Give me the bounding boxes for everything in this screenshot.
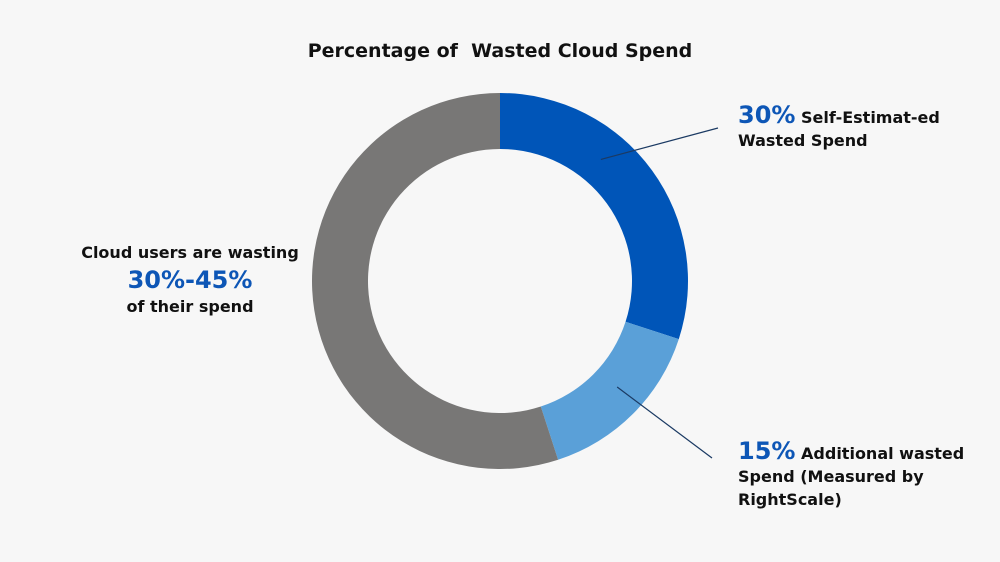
donut-slices xyxy=(311,93,688,470)
left-annotation: Cloud users are wasting 30%-45% of their… xyxy=(40,240,340,320)
left-annotation-line1: Cloud users are wasting xyxy=(81,243,299,262)
donut-slice-3 xyxy=(311,93,559,470)
slice-2-label: Additional wasted Spend (Measured by Rig… xyxy=(738,444,965,509)
left-annotation-line2: of their spend xyxy=(126,297,254,316)
leader-line-2 xyxy=(616,386,713,459)
left-annotation-value: 30%-45% xyxy=(127,266,253,294)
slice-2-annotation: 15% Additional wasted Spend (Measured by… xyxy=(738,437,988,511)
slice-1-label: Self-Estimat-ed Wasted Spend xyxy=(738,108,940,150)
slice-1-annotation: 30% Self-Estimat-ed Wasted Spend xyxy=(738,101,958,152)
leader-line-1 xyxy=(600,127,719,160)
slice-1-percent: 30% xyxy=(738,101,796,129)
donut-slice-2 xyxy=(540,321,679,460)
donut-slice-1 xyxy=(500,93,688,340)
slice-2-percent: 15% xyxy=(738,437,796,465)
leader-lines xyxy=(600,127,719,459)
chart-title: Percentage of Wasted Cloud Spend xyxy=(307,40,693,62)
